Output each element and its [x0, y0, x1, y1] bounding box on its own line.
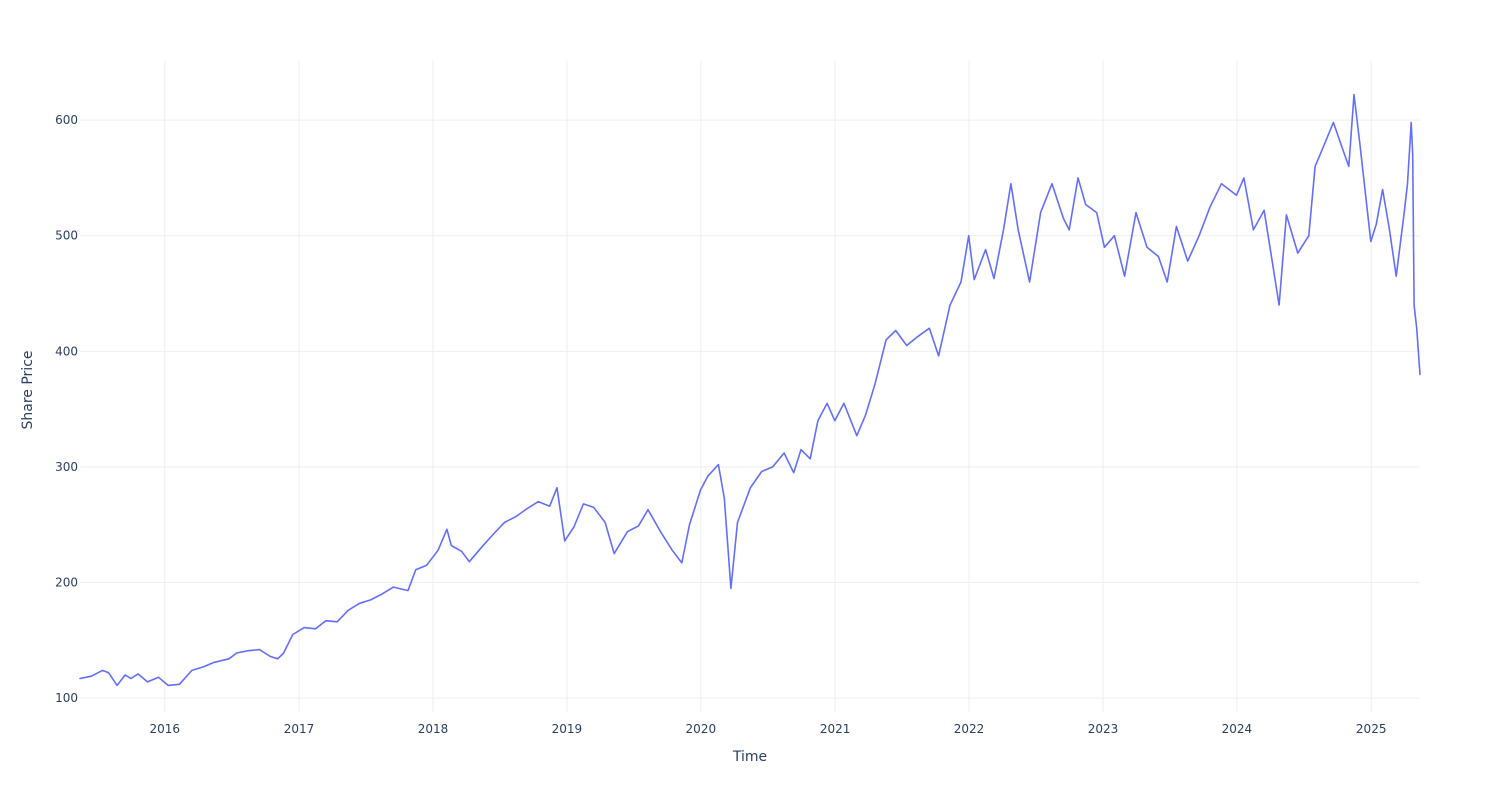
y-tick-label: 400	[55, 344, 78, 358]
y-axis-title: Share Price	[20, 350, 36, 429]
y-tick-labels: 100 200 300 400 500 600	[55, 113, 78, 705]
y-tick-label: 100	[55, 691, 78, 705]
x-tick-label: 2016	[149, 722, 180, 736]
x-tick-label: 2024	[1222, 722, 1253, 736]
y-tick-label: 200	[55, 576, 78, 590]
x-tick-label: 2022	[954, 722, 985, 736]
x-axis-title: Time	[732, 749, 767, 765]
y-gridlines	[80, 119, 1420, 699]
x-tick-label: 2023	[1088, 722, 1119, 736]
x-tick-label: 2019	[552, 722, 583, 736]
x-gridlines	[164, 60, 1372, 712]
y-tick-label: 500	[55, 229, 78, 243]
share-price-line	[79, 93, 1421, 687]
x-tick-label: 2025	[1356, 722, 1387, 736]
y-tick-label: 600	[55, 113, 78, 127]
x-tick-label: 2017	[284, 722, 315, 736]
x-tick-label: 2020	[686, 722, 717, 736]
x-tick-labels: 2016 2017 2018 2019 2020 2021 2022 2023 2024 2025	[149, 722, 1386, 736]
x-tick-label: 2018	[418, 722, 449, 736]
x-tick-label: 2021	[820, 722, 851, 736]
y-tick-label: 300	[55, 460, 78, 474]
